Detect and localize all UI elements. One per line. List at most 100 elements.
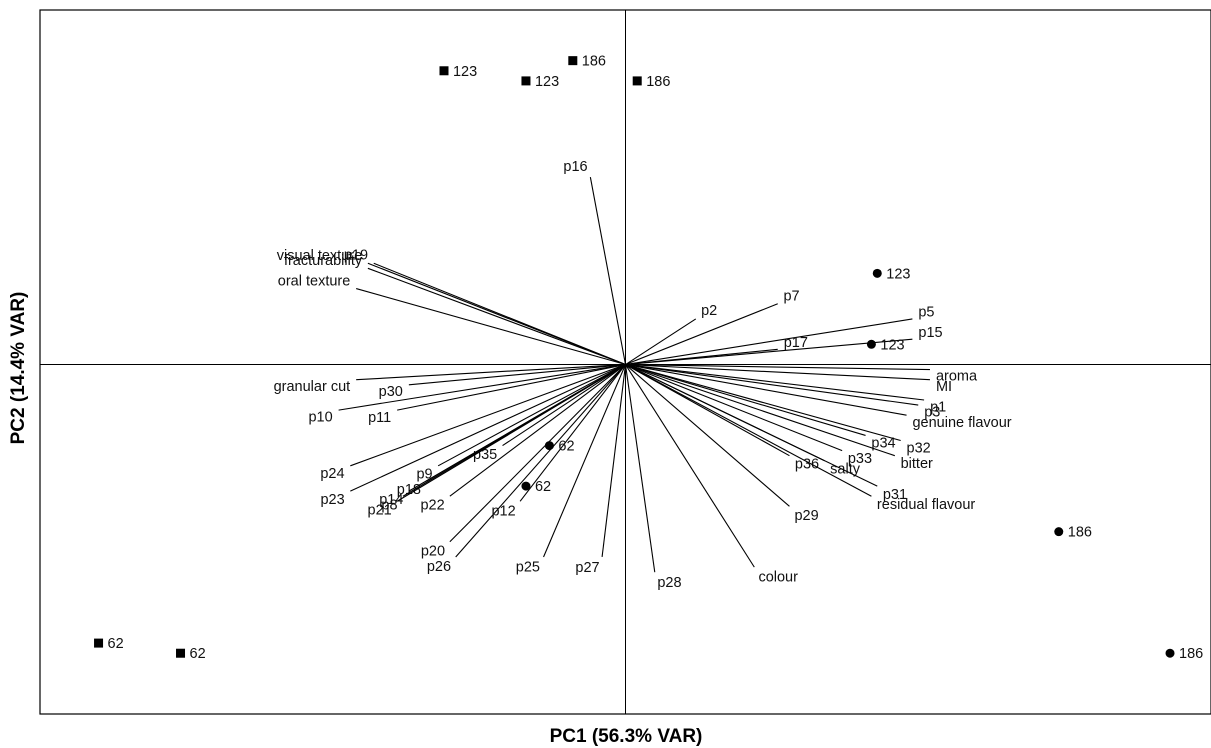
loading-vector	[437, 364, 626, 467]
loading-label: p18	[397, 482, 421, 498]
loading-label: p2	[701, 303, 717, 319]
loading-vector	[625, 348, 778, 366]
loading-vector	[449, 364, 626, 543]
loading-label: p17	[784, 335, 808, 351]
loading-label: p29	[794, 508, 818, 524]
loading-label: p12	[491, 503, 515, 519]
loading-vector	[625, 363, 930, 371]
score-point-label: 123	[535, 74, 559, 90]
loading-vector	[625, 363, 907, 416]
score-point-label: 186	[582, 54, 606, 70]
loading-label: p16	[563, 159, 587, 175]
loading-label: fracturability	[284, 253, 363, 269]
loading-vector	[625, 364, 878, 487]
loading-label: p32	[907, 441, 931, 457]
loading-label: visual texture	[277, 248, 362, 264]
loading-vector	[396, 364, 626, 502]
loading-label: MI	[936, 379, 952, 395]
score-point-square	[94, 638, 104, 648]
loading-vector	[625, 303, 778, 366]
x-axis-label: PC1 (56.3% VAR)	[550, 726, 703, 747]
loading-vector	[519, 364, 626, 502]
score-point-circle	[866, 339, 876, 349]
loading-label: p26	[427, 559, 451, 575]
loading-label: p31	[883, 487, 907, 503]
score-point-square	[439, 66, 449, 76]
loading-label: p15	[918, 325, 942, 341]
loading-vector	[543, 364, 627, 558]
loading-vector	[625, 364, 896, 457]
score-point-circle	[1054, 527, 1064, 537]
loading-vector	[373, 262, 626, 366]
loading-vector	[449, 364, 626, 497]
score-point-circle	[1165, 648, 1175, 658]
loading-vector	[350, 364, 626, 492]
loading-label: p11	[368, 410, 391, 426]
loading-label: p36	[795, 457, 819, 473]
score-point-square	[521, 76, 531, 86]
loading-vector	[625, 363, 919, 406]
loading-label: p7	[783, 288, 799, 304]
loading-label: p33	[848, 451, 872, 467]
loading-label: granular cut	[274, 379, 351, 395]
loading-label: p22	[420, 498, 444, 514]
loading-label: p8	[381, 497, 397, 513]
loading-label: colour	[758, 569, 798, 585]
loading-vector	[356, 363, 626, 381]
loading-label: p24	[320, 466, 344, 482]
score-point-label: 62	[190, 646, 206, 662]
loading-vector	[625, 364, 843, 452]
loading-label: p30	[379, 384, 403, 400]
y-axis-label: PC2 (14.4% VAR)	[8, 292, 29, 445]
score-point-label: 62	[558, 439, 574, 455]
loading-vector	[338, 363, 626, 411]
loading-vector	[455, 364, 626, 558]
score-point-label: 123	[880, 337, 904, 353]
score-point-label: 123	[453, 64, 477, 80]
loading-vector	[625, 363, 925, 401]
score-point-label: 62	[535, 479, 551, 495]
loading-label: p21	[368, 502, 392, 518]
score-point-label: 186	[646, 74, 670, 90]
loading-label: bitter	[901, 456, 933, 472]
score-point-square	[176, 648, 186, 658]
loading-label: salty	[830, 462, 861, 478]
loading-label: p1	[930, 399, 946, 415]
loading-vector	[502, 364, 626, 447]
loading-vector	[397, 363, 626, 411]
loading-vector	[624, 364, 656, 573]
loading-label: p5	[918, 304, 934, 320]
score-point-label: 186	[1068, 525, 1092, 541]
loading-vector	[601, 364, 627, 558]
loading-label: p34	[871, 436, 895, 452]
loading-label: p10	[308, 410, 332, 426]
loading-vector	[625, 364, 755, 568]
loading-label: oral texture	[278, 273, 351, 289]
score-point-circle	[872, 268, 882, 278]
score-point-circle	[521, 481, 531, 491]
score-point-label: 186	[1179, 646, 1203, 662]
score-point-square	[568, 56, 578, 66]
loading-label: genuine flavour	[912, 415, 1011, 431]
loading-label: p3	[924, 405, 940, 421]
loading-vector	[350, 364, 626, 467]
loading-label: p19	[344, 248, 368, 264]
score-point-label: 123	[886, 266, 910, 282]
loading-vector	[625, 364, 872, 497]
loading-vector	[625, 318, 697, 365]
score-point-label: 62	[108, 636, 124, 652]
loading-label: p9	[416, 467, 432, 483]
loading-vector	[367, 267, 626, 366]
loading-label: p20	[421, 544, 445, 560]
loading-label: p14	[379, 492, 403, 508]
loading-vector	[589, 177, 627, 365]
loading-vector	[625, 363, 930, 381]
score-point-square	[632, 76, 642, 86]
loading-label: p25	[516, 560, 540, 576]
loading-label: residual flavour	[877, 497, 975, 513]
loading-vector	[625, 364, 866, 436]
loading-vector	[625, 364, 901, 442]
loading-label: p27	[575, 560, 599, 576]
